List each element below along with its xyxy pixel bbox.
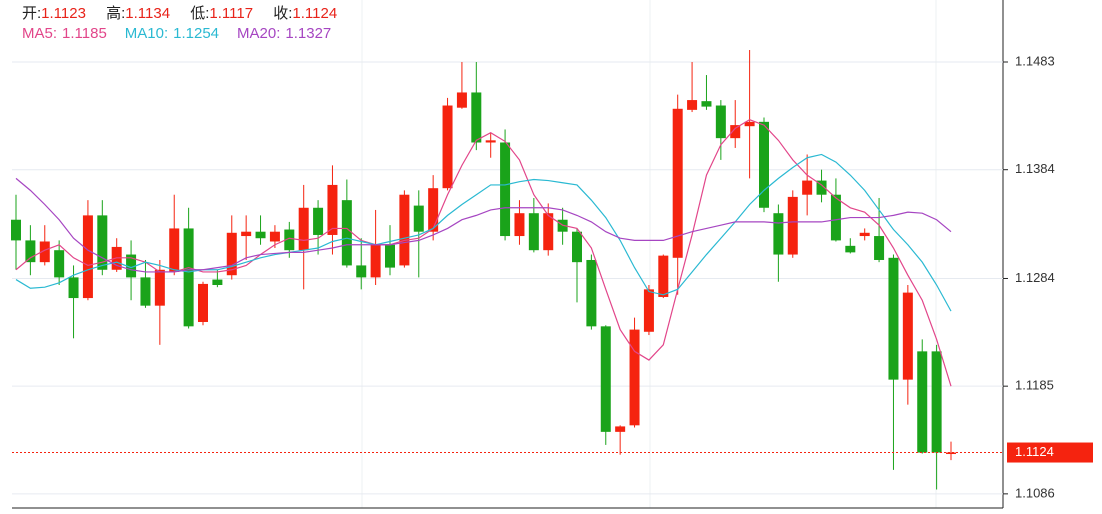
- candle-body: [830, 194, 841, 241]
- candle-body: [888, 257, 899, 380]
- last-price-tag: [1007, 442, 1093, 463]
- candle-body: [370, 244, 381, 278]
- candle-body: [759, 121, 769, 208]
- candle-body: [140, 277, 151, 306]
- candle-body: [643, 289, 654, 332]
- candle-body: [600, 326, 611, 432]
- candle-body: [859, 232, 870, 237]
- candle-body: [572, 231, 582, 263]
- y-tick-label: 1.1483: [1015, 53, 1055, 68]
- label: 低:: [190, 5, 210, 22]
- legend: MA5: 1.1185 MA10: 1.1254 MA20: 1.1327: [22, 25, 349, 42]
- candle-body: [241, 231, 252, 237]
- ma-line: [15, 177, 952, 273]
- candle-body: [687, 100, 698, 110]
- candle-body: [54, 250, 65, 278]
- value: 1.1117: [209, 5, 254, 22]
- candle-body: [456, 92, 467, 108]
- ma-line: [15, 153, 952, 312]
- ohlc-header: 开:1.1123 高:1.1134 低:1.1117 收:1.1124: [22, 2, 353, 23]
- candle-body: [341, 200, 352, 266]
- candle-body: [327, 184, 338, 235]
- ma-line: [15, 118, 952, 387]
- candle-body: [212, 279, 223, 286]
- candle-body: [917, 351, 928, 453]
- candle-body: [82, 215, 93, 299]
- value: 1.1124: [292, 5, 338, 22]
- candle-body: [586, 259, 597, 327]
- candle-body: [385, 244, 395, 268]
- candle-body: [543, 213, 554, 251]
- last-price-label: 1.1124: [1015, 444, 1054, 459]
- candle-body: [931, 351, 942, 453]
- candle-body: [787, 196, 798, 255]
- candle-body: [816, 180, 827, 195]
- candle-body: [284, 229, 295, 251]
- candle-body: [615, 426, 626, 432]
- candle-body: [802, 180, 813, 195]
- y-tick-label: 1.1284: [1015, 270, 1055, 285]
- candle-body: [730, 125, 741, 139]
- y-tick-label: 1.1185: [1015, 378, 1054, 393]
- candle-body: [442, 105, 453, 189]
- candle-body: [744, 121, 755, 127]
- y-tick-label: 1.1086: [1015, 485, 1055, 500]
- candle-body: [356, 265, 367, 278]
- candle-body: [298, 207, 309, 251]
- candle-body: [183, 228, 194, 327]
- candle-body: [97, 215, 108, 270]
- candle-body: [773, 213, 784, 255]
- legend-name: MA10:: [124, 25, 169, 42]
- candle-body: [11, 219, 21, 241]
- candle-body: [845, 245, 856, 253]
- legend-name: MA5:: [22, 25, 58, 42]
- candle-body: [471, 92, 482, 143]
- candle-body: [169, 228, 180, 272]
- legend-value: 1.1185: [62, 25, 107, 42]
- label: 开:: [22, 5, 42, 22]
- candle-body: [514, 213, 525, 237]
- value: 1.1134: [125, 5, 171, 22]
- candle-body: [672, 108, 683, 258]
- candle-body: [946, 452, 956, 455]
- candle-body: [658, 255, 669, 297]
- candle-body: [226, 232, 237, 276]
- label: 收:: [273, 5, 293, 22]
- candle-body: [428, 188, 439, 232]
- candle-body: [902, 292, 913, 380]
- candle-body: [269, 231, 280, 242]
- candle-body: [313, 207, 324, 235]
- candle-body: [198, 283, 208, 322]
- label: 高:: [106, 5, 126, 22]
- value: 1.1123: [41, 5, 86, 22]
- candle-body: [68, 277, 79, 299]
- candle-body: [485, 140, 496, 143]
- candle-body: [126, 254, 137, 278]
- candle-body: [154, 269, 165, 306]
- legend-value: 1.1327: [285, 25, 332, 42]
- candle-body: [629, 329, 640, 426]
- candle-body: [255, 231, 266, 239]
- candle-body: [528, 213, 539, 251]
- candle-body: [715, 105, 726, 139]
- candle-body: [39, 241, 50, 263]
- candle-body: [413, 205, 424, 232]
- candle-body: [701, 101, 712, 107]
- candle-body: [500, 142, 511, 237]
- candle-body: [399, 194, 410, 266]
- candle-body: [874, 236, 885, 260]
- candle-body: [25, 240, 36, 263]
- legend-value: 1.1254: [173, 25, 220, 42]
- legend-name: MA20:: [237, 25, 281, 42]
- y-tick-label: 1.1384: [1015, 161, 1055, 176]
